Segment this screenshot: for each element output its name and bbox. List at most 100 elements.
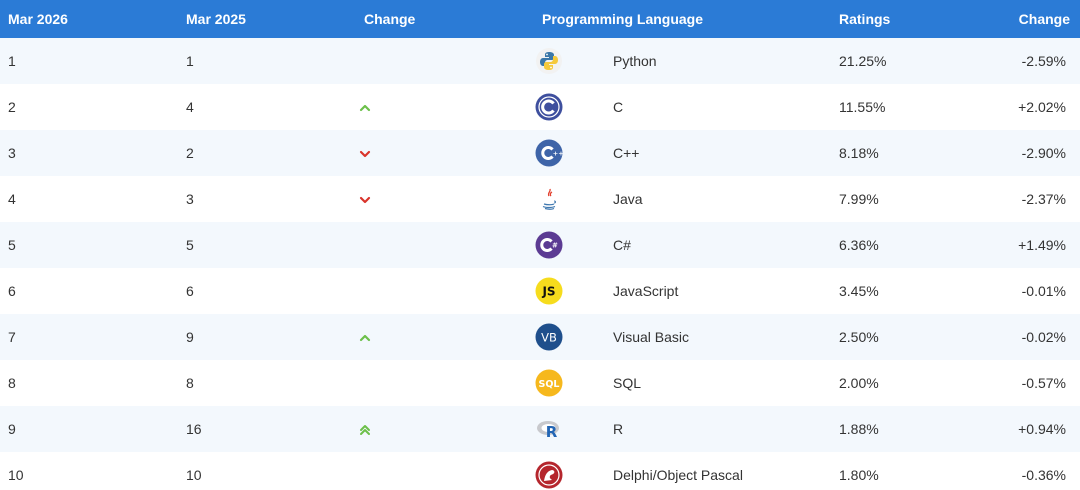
- previous-rank-cell: 3: [186, 191, 194, 207]
- rating-change-cell: -2.59%: [1021, 53, 1066, 69]
- current-rank-cell: 10: [8, 467, 24, 483]
- language-name-cell: R: [613, 421, 624, 437]
- header-change: Change: [364, 11, 416, 27]
- language-name-cell: SQL: [613, 375, 642, 391]
- previous-rank-cell: 6: [186, 283, 194, 299]
- current-rank-cell: 3: [8, 145, 16, 161]
- language-logo-cell: JS: [534, 268, 605, 314]
- rating-cell: 1.80%: [839, 467, 879, 483]
- rating-cell: 21.25%: [839, 53, 887, 69]
- language-logo-cell: R: [534, 406, 605, 452]
- current-rank-cell: 4: [8, 191, 16, 207]
- current-rank-cell: 5: [8, 237, 16, 253]
- rating-change-cell: -0.57%: [1021, 375, 1066, 391]
- rating-change-cell: +0.94%: [1018, 421, 1066, 437]
- current-rank-cell: 7: [8, 329, 16, 345]
- change-cell: [356, 84, 534, 130]
- language-logo-cell: [534, 176, 605, 222]
- current-rank-cell: 8: [8, 375, 16, 391]
- rating-cell: 6.36%: [839, 237, 879, 253]
- previous-rank-cell: 4: [186, 99, 194, 115]
- language-logo-cell: SQL: [534, 360, 605, 406]
- csharp-logo-icon: #: [535, 231, 563, 259]
- table-row: 2 4 C 11.55% +2.02%: [0, 84, 1080, 130]
- change-cell: [356, 314, 534, 360]
- rating-cell: 1.88%: [839, 421, 879, 437]
- language-name-cell: C#: [613, 237, 631, 253]
- current-rank-cell: 2: [8, 99, 16, 115]
- c-logo-icon: [535, 93, 563, 121]
- rating-cell: 3.45%: [839, 283, 879, 299]
- table-body: 1 1 Python 21.25% -2.59% 2 4 C 11.55% +2.02% 3 2 ++ C…: [0, 38, 1080, 490]
- arrow-down-icon: [358, 193, 372, 207]
- rating-change-cell: +1.49%: [1018, 237, 1066, 253]
- header-current-rank: Mar 2026: [8, 11, 68, 27]
- arrow-up-icon: [358, 101, 372, 115]
- rating-change-cell: -2.37%: [1021, 191, 1066, 207]
- python-logo-icon: [535, 47, 563, 75]
- change-cell: [356, 38, 534, 84]
- rating-change-cell: +2.02%: [1018, 99, 1066, 115]
- header-rating-change: Change: [1018, 11, 1070, 27]
- change-cell: [356, 268, 534, 314]
- language-logo-cell: [534, 452, 605, 490]
- sql-logo-icon: SQL: [535, 369, 563, 397]
- current-rank-cell: 6: [8, 283, 16, 299]
- language-logo-cell: #: [534, 222, 605, 268]
- change-cell: [356, 130, 534, 176]
- r-logo-icon: R: [535, 415, 563, 443]
- change-cell: [356, 176, 534, 222]
- language-name-cell: Delphi/Object Pascal: [613, 467, 743, 483]
- delphi-logo-icon: [535, 461, 563, 489]
- svg-text:R: R: [546, 423, 558, 441]
- language-logo-cell: VB: [534, 314, 605, 360]
- header-previous-rank: Mar 2025: [186, 11, 246, 27]
- previous-rank-cell: 2: [186, 145, 194, 161]
- table-row: 6 6 JS JavaScript 3.45% -0.01%: [0, 268, 1080, 314]
- previous-rank-cell: 16: [186, 421, 202, 437]
- rating-change-cell: -2.90%: [1021, 145, 1066, 161]
- language-logo-cell: ++: [534, 130, 605, 176]
- header-language: Programming Language: [542, 11, 704, 27]
- table-row: 7 9 VB Visual Basic 2.50% -0.02%: [0, 314, 1080, 360]
- language-name-cell: C++: [613, 145, 640, 161]
- table-row: 9 16 R R 1.88% +0.94%: [0, 406, 1080, 452]
- rating-change-cell: -0.02%: [1021, 329, 1066, 345]
- change-cell: [356, 452, 534, 490]
- header-ratings: Ratings: [839, 11, 891, 27]
- change-cell: [356, 406, 534, 452]
- language-logo-cell: [534, 38, 605, 84]
- rating-change-cell: -0.36%: [1021, 467, 1066, 483]
- previous-rank-cell: 1: [186, 53, 194, 69]
- language-name-cell: JavaScript: [613, 283, 679, 299]
- language-logo-cell: [534, 84, 605, 130]
- previous-rank-cell: 5: [186, 237, 194, 253]
- rating-cell: 7.99%: [839, 191, 879, 207]
- rating-cell: 11.55%: [839, 99, 886, 115]
- previous-rank-cell: 10: [186, 467, 202, 483]
- double-arrow-up-icon: [358, 423, 372, 437]
- change-cell: [356, 222, 534, 268]
- rating-cell: 2.00%: [839, 375, 879, 391]
- svg-text:JS: JS: [541, 285, 555, 299]
- table-row: 5 5 # C# 6.36% +1.49%: [0, 222, 1080, 268]
- svg-text:#: #: [552, 242, 558, 250]
- svg-text:++: ++: [553, 149, 563, 157]
- table-row: 4 3 Java 7.99% -2.37%: [0, 176, 1080, 222]
- language-name-cell: Python: [613, 53, 657, 69]
- language-name-cell: Java: [613, 191, 643, 207]
- rating-change-cell: -0.01%: [1021, 283, 1066, 299]
- javascript-logo-icon: JS: [535, 277, 563, 305]
- table-header: Mar 2026 Mar 2025 Change Programming Lan…: [0, 0, 1080, 38]
- svg-text:VB: VB: [541, 331, 557, 345]
- table-row: 10 10 Delphi/Object Pascal 1.80% -0.36%: [0, 452, 1080, 490]
- language-name-cell: C: [613, 99, 624, 115]
- table-row: 8 8 SQL SQL 2.00% -0.57%: [0, 360, 1080, 406]
- arrow-down-icon: [358, 147, 372, 161]
- cpp-logo-icon: ++: [535, 139, 564, 167]
- java-logo-icon: [535, 185, 563, 213]
- current-rank-cell: 1: [8, 53, 16, 69]
- arrow-up-icon: [358, 331, 372, 345]
